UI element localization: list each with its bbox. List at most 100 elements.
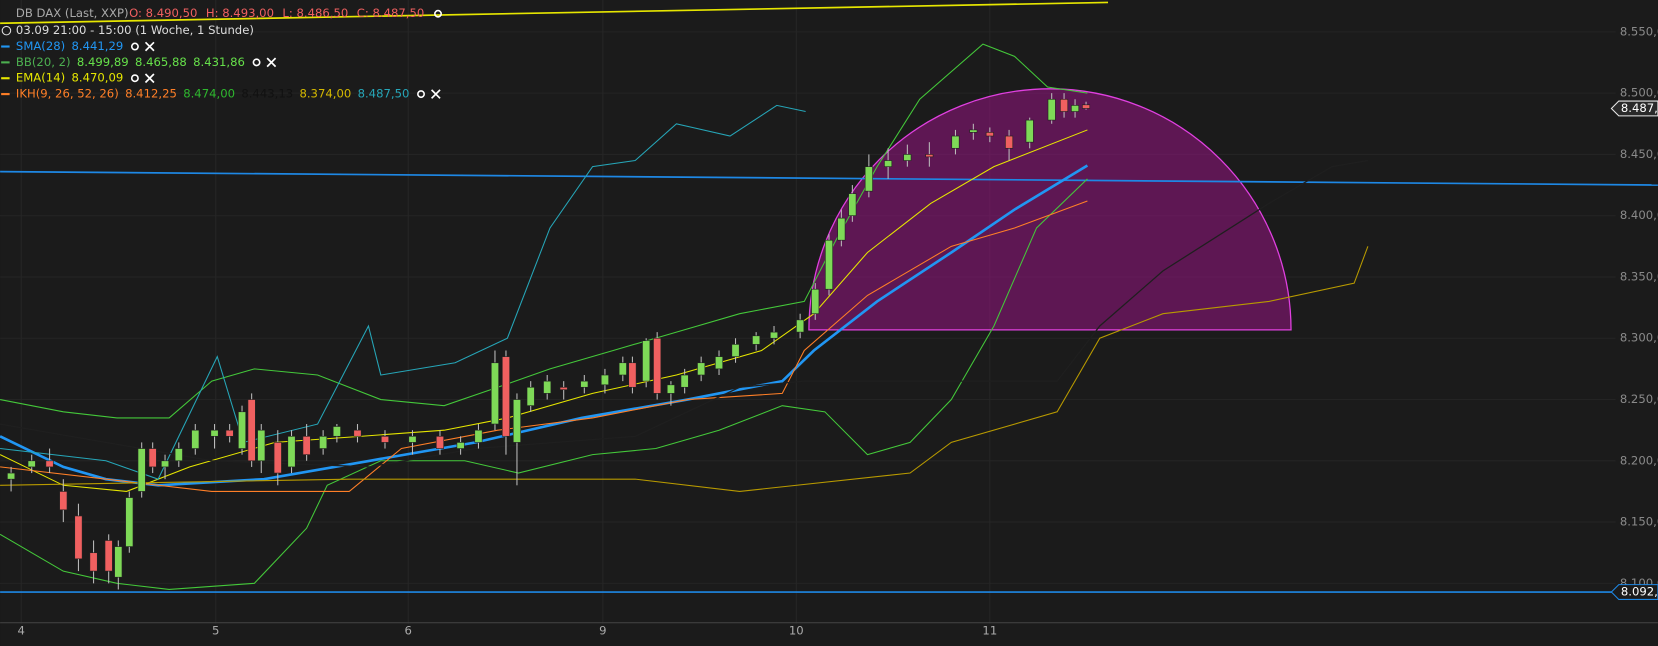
legend-value: 8.465,88 — [135, 55, 187, 69]
candle-body — [864, 166, 873, 192]
candle-body — [287, 435, 296, 468]
candle-body — [238, 411, 247, 449]
settings-icon[interactable] — [130, 42, 139, 51]
x-tick-label: 10 — [789, 624, 804, 638]
indicator-line — [0, 246, 1369, 492]
legend-value: 8.474,00 — [183, 87, 235, 101]
y-tick-label: 8.550,0 — [1620, 24, 1658, 38]
candle-body — [161, 460, 170, 468]
candle-body — [114, 546, 123, 578]
candle-body — [408, 435, 417, 443]
candle-body — [332, 426, 341, 437]
candle-body — [526, 386, 535, 406]
candle-body — [715, 356, 724, 370]
y-tick-label: 8.150,0 — [1620, 515, 1658, 529]
settings-icon[interactable] — [130, 74, 139, 83]
candle-body — [257, 429, 266, 462]
y-tick-label: 8.400,0 — [1620, 208, 1658, 222]
candle-body — [628, 362, 637, 388]
y-tick-label: 8.300,0 — [1620, 331, 1658, 345]
candle-body — [769, 331, 779, 339]
candle-body — [148, 448, 157, 468]
legend-value: 8.441,29 — [72, 39, 124, 53]
candle-body — [7, 472, 16, 480]
candle-body — [903, 154, 912, 161]
ohlc-value: H: 8.493,00 — [206, 6, 274, 20]
candle-body — [666, 384, 675, 394]
candle-body — [731, 344, 740, 357]
close-icon[interactable] — [144, 73, 155, 84]
candle-body — [512, 399, 521, 443]
candle-body — [618, 362, 627, 376]
candle-body — [559, 386, 568, 391]
settings-icon[interactable] — [434, 9, 442, 18]
y-tick-label: 8.450,0 — [1620, 147, 1658, 161]
candle-body — [1025, 119, 1034, 143]
candle-body — [642, 340, 651, 382]
indicator-line — [0, 104, 806, 480]
period: 03.09 21:00 - 15:00 (1 Woche, 1 Stunde) — [16, 23, 254, 37]
candle-body — [1005, 135, 1014, 149]
candle-body — [435, 435, 444, 449]
indicator-line — [0, 200, 1088, 492]
legend-value: 8.374,00 — [299, 87, 351, 101]
candle-body — [1047, 98, 1056, 121]
plot — [0, 1, 1658, 593]
candle-body — [474, 429, 483, 443]
x-tick-label: 9 — [599, 624, 606, 638]
legend: DB DAX (Last, XXP) 03.09 21:00 - 15:00 (… — [1, 6, 442, 101]
legend-value: 8.412,25 — [125, 87, 177, 101]
candle-body — [796, 319, 805, 333]
candle-body — [1060, 98, 1069, 112]
candle-body — [837, 217, 846, 241]
candle-body — [680, 374, 689, 388]
candle-body — [848, 193, 857, 217]
close-icon[interactable] — [144, 41, 155, 52]
legend-value: 8.487,50 — [358, 87, 410, 101]
price-label: 8.487,5 — [1621, 101, 1658, 115]
candle-body — [45, 460, 54, 468]
candle-body — [985, 132, 994, 137]
candle-body — [501, 356, 510, 437]
candle-body — [697, 362, 706, 376]
candle-body — [247, 399, 256, 462]
candle-body — [174, 448, 183, 462]
candle-body — [89, 552, 98, 572]
candle-body — [543, 380, 552, 394]
instrument-title: DB DAX (Last, XXP) — [16, 6, 129, 20]
legend-value: 8.431,86 — [193, 55, 245, 69]
clock-icon — [1, 25, 12, 36]
ohlc-value: O: 8.490,50 — [129, 6, 197, 20]
candle-body — [27, 460, 36, 468]
candle-body — [969, 129, 978, 133]
candle-body — [74, 515, 83, 560]
trendline — [0, 170, 1658, 186]
y-tick-label: 8.250,0 — [1620, 392, 1658, 406]
candle-body — [490, 362, 499, 425]
close-icon[interactable] — [266, 57, 277, 68]
settings-icon[interactable] — [417, 90, 425, 99]
ohlc-value: C: 8.487,50 — [357, 6, 425, 20]
candle-body — [811, 288, 820, 315]
legend-value: 8.499,89 — [77, 55, 129, 69]
candle-body — [210, 429, 219, 437]
candle-body — [600, 374, 609, 386]
candle-body — [273, 442, 282, 474]
price-label: 8.092,9 — [1621, 585, 1658, 599]
trendline — [0, 1, 1109, 25]
candle-body — [302, 435, 311, 455]
candle-body — [1082, 104, 1091, 109]
indicator-line — [0, 43, 1088, 419]
candle-body — [925, 154, 934, 158]
legend-name: IKH(9, 26, 52, 26) — [16, 87, 119, 101]
candle-body — [225, 429, 234, 437]
candle-body — [104, 540, 113, 572]
ohlc-value: L: 8.486,50 — [282, 6, 348, 20]
settings-icon[interactable] — [252, 58, 261, 67]
x-tick-label: 4 — [18, 624, 25, 638]
grid — [20, 0, 991, 624]
close-icon[interactable] — [430, 89, 441, 99]
candle-body — [653, 337, 662, 394]
indicator-line — [0, 159, 1369, 468]
axes: 8.100,08.150,08.200,08.250,08.300,08.350… — [18, 24, 1658, 638]
